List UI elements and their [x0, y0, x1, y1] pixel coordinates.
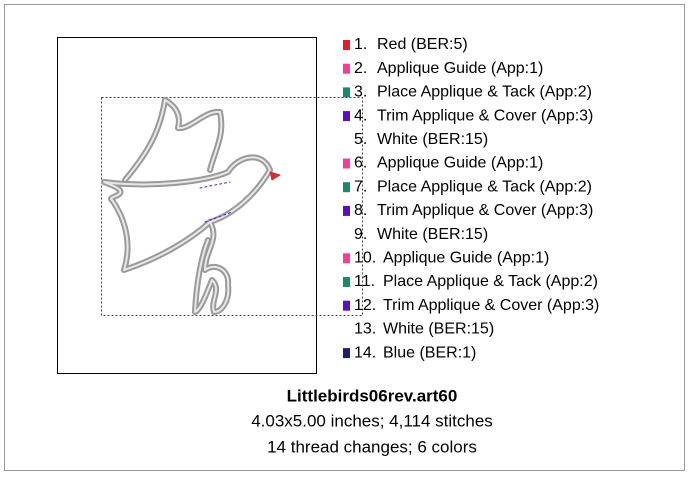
thread-swatch: [343, 111, 350, 121]
thread-swatch: [343, 135, 350, 145]
thread-swatch: [343, 253, 350, 263]
changes-line: 14 thread changes; 6 colors: [267, 437, 477, 456]
thread-swatch: [343, 324, 350, 334]
thread-number: 3.: [354, 84, 367, 101]
thread-label: Place Applique & Tack (App:2): [377, 178, 592, 195]
thread-number: 12.: [354, 297, 376, 314]
thread-swatch: [343, 301, 350, 311]
thread-number: 10.: [354, 250, 376, 267]
thread-swatch: [343, 182, 350, 192]
thread-number: 1.: [354, 36, 367, 53]
thread-label: Applique Guide (App:1): [377, 60, 543, 77]
thread-label: Red (BER:5): [377, 36, 468, 53]
thread-label: White (BER:15): [383, 321, 494, 338]
thread-number: 2.: [354, 60, 367, 77]
thread-label: Blue (BER:1): [383, 344, 476, 361]
thread-label: Trim Applique & Cover (App:3): [383, 297, 599, 314]
thread-label: White (BER:15): [377, 226, 488, 243]
filename: Littlebirds06rev.art60: [287, 386, 458, 405]
thread-label: Place Applique & Tack (App:2): [383, 273, 598, 290]
thread-number: 5.: [354, 131, 367, 148]
thread-label: White (BER:15): [377, 131, 488, 148]
thread-number: 6.: [354, 155, 367, 172]
thread-label: Place Applique & Tack (App:2): [377, 84, 592, 101]
thread-swatch: [343, 230, 350, 240]
thread-number: 14.: [354, 344, 376, 361]
thread-swatch: [343, 159, 350, 169]
thread-number: 11.: [354, 273, 375, 290]
thread-label: Applique Guide (App:1): [383, 250, 549, 267]
preview-frame: [58, 38, 317, 374]
thread-number: 4.: [354, 107, 367, 124]
thread-number: 13.: [354, 321, 376, 338]
thread-swatch: [343, 87, 350, 97]
thread-swatch: [343, 64, 350, 74]
thread-number: 8.: [354, 202, 367, 219]
thread-swatch: [343, 206, 350, 216]
thread-label: Trim Applique & Cover (App:3): [377, 202, 593, 219]
size-line: 4.03x5.00 inches; 4,114 stitches: [251, 411, 493, 430]
thread-number: 7.: [354, 178, 367, 195]
thread-swatch: [343, 348, 350, 358]
design-card: 1. Red (BER:5) 2. Applique Guide (App:1) 3. P…: [0, 0, 689, 475]
thread-swatch: [343, 40, 350, 50]
thread-label: Trim Applique & Cover (App:3): [377, 107, 593, 124]
thread-swatch: [343, 277, 350, 287]
thread-number: 9.: [354, 226, 367, 243]
thread-label: Applique Guide (App:1): [377, 155, 543, 172]
